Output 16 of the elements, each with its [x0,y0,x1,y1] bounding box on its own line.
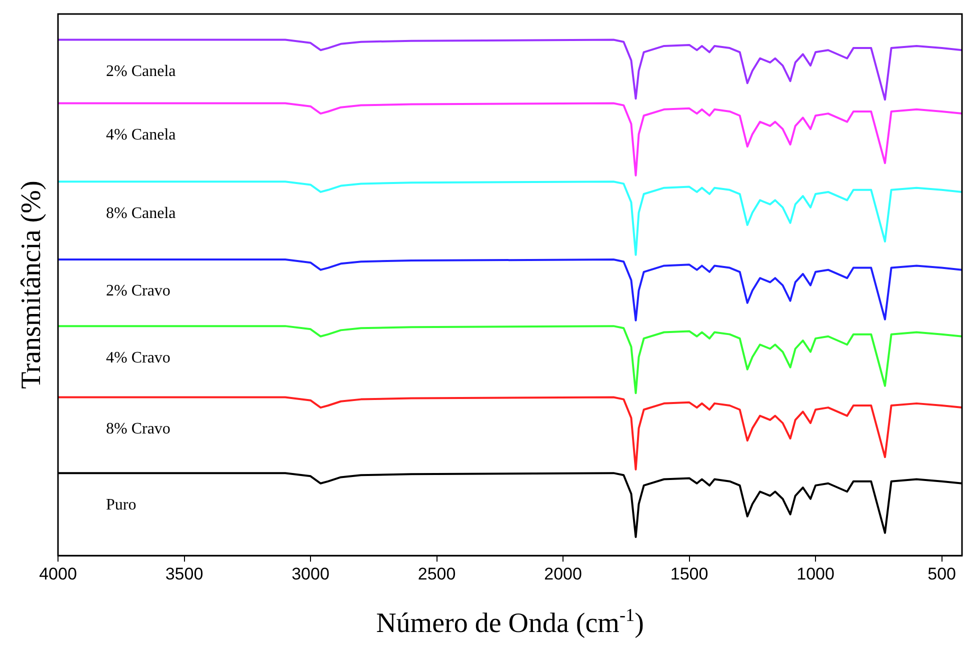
x-tick-label: 1500 [670,564,708,584]
series-label: 2% Cravo [106,282,170,300]
x-tick-label: 2000 [544,564,582,584]
x-tick-label: 3500 [165,564,204,584]
x-tick-label: 1000 [796,564,834,584]
x-tick-label: 3000 [292,564,330,584]
x-tick-label: 4000 [39,564,77,584]
series-label: 2% Canela [106,62,176,80]
x-tick-label: 2500 [418,564,456,584]
y-axis-title: Transmitância (%) [16,180,47,389]
x-tick-label: 500 [928,564,956,584]
series-label: 8% Cravo [106,420,170,438]
series-label: 4% Canela [106,126,176,144]
series-label: 8% Canela [106,204,176,222]
series-label: 4% Cravo [106,349,170,366]
series-label: Puro [106,496,136,514]
